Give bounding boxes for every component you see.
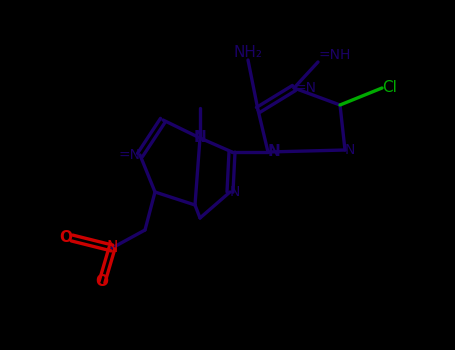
Text: O: O [96, 274, 108, 289]
Text: Cl: Cl [382, 80, 397, 96]
Text: N: N [106, 240, 118, 256]
Text: =NH: =NH [318, 48, 350, 62]
Text: NH₂: NH₂ [233, 45, 263, 60]
Text: =N: =N [118, 148, 140, 162]
Text: N: N [345, 143, 355, 157]
Text: N: N [230, 185, 240, 199]
Text: =N: =N [294, 81, 316, 95]
Text: O: O [59, 231, 72, 245]
Text: N: N [268, 145, 281, 160]
Text: N: N [194, 131, 207, 146]
